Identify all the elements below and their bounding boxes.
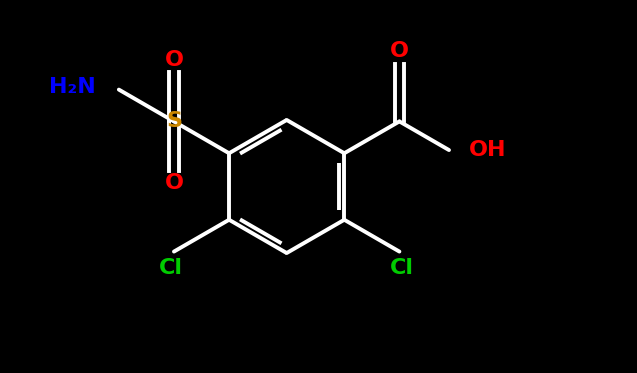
Text: O: O: [164, 50, 183, 69]
Text: S: S: [166, 112, 182, 131]
Text: OH: OH: [469, 140, 507, 160]
Text: O: O: [390, 41, 409, 62]
Text: Cl: Cl: [390, 258, 414, 278]
Text: H₂N: H₂N: [49, 77, 96, 97]
Text: O: O: [164, 173, 183, 193]
Text: Cl: Cl: [159, 258, 183, 278]
